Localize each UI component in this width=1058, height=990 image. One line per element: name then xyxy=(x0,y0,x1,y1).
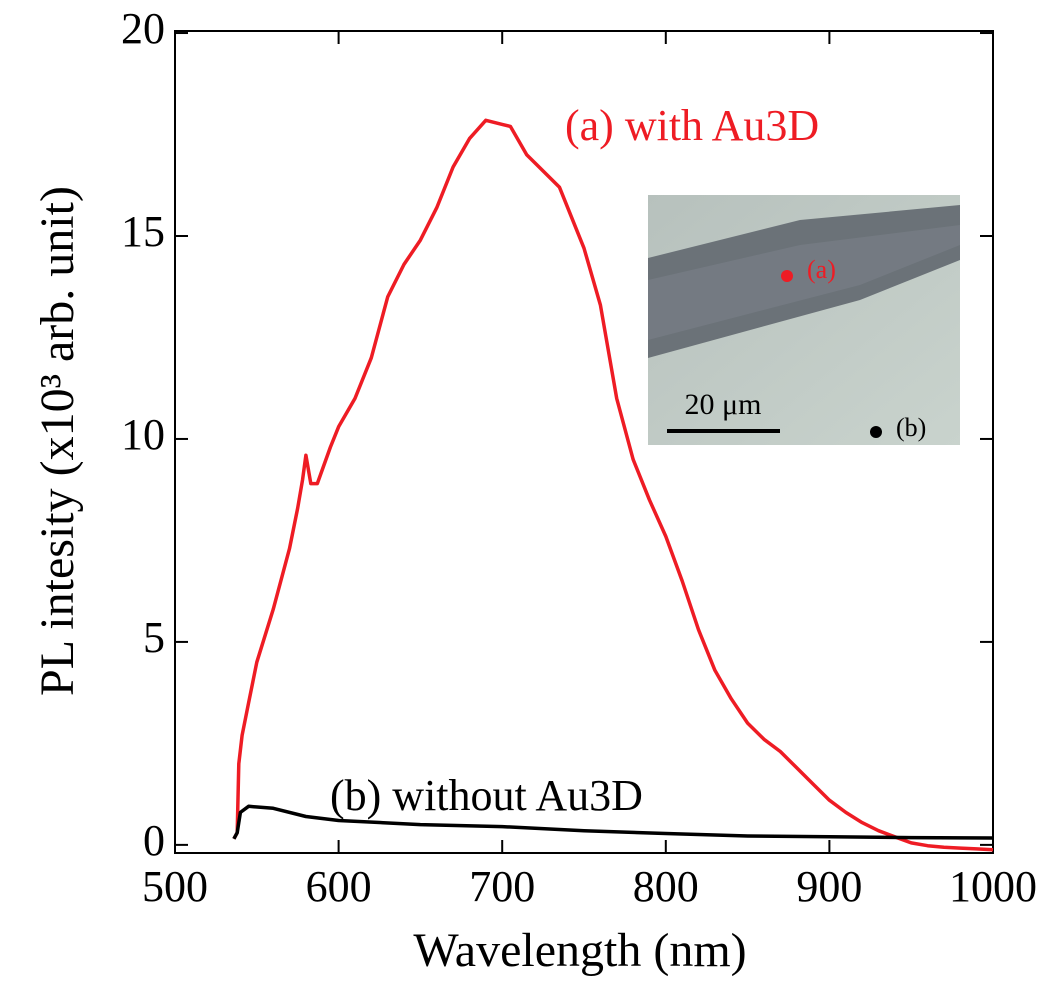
y-tick-label: 5 xyxy=(143,613,165,662)
inset-label: (b) xyxy=(896,413,926,442)
y-tick-label: 20 xyxy=(121,4,165,53)
scale-bar-label: 20 μm xyxy=(685,388,762,421)
x-axis-label: Wavelength (nm) xyxy=(413,924,746,977)
x-tick-label: 800 xyxy=(633,862,699,911)
series-label: (a) with Au3D xyxy=(565,101,819,150)
data-line xyxy=(232,118,994,852)
plot-frame xyxy=(174,30,994,854)
inset-label: (a) xyxy=(807,255,836,284)
inset-photo xyxy=(648,195,960,445)
x-tick-label: 1000 xyxy=(949,862,1037,911)
x-tick-label: 700 xyxy=(469,862,535,911)
series-label: (b) without Au3D xyxy=(330,771,643,820)
x-tick-label: 900 xyxy=(796,862,862,911)
x-tick-label: 600 xyxy=(306,862,372,911)
y-tick-label: 0 xyxy=(143,816,165,865)
y-axis-label: PL intesity (x10³ arb. unit) xyxy=(31,186,84,696)
y-tick-label: 15 xyxy=(121,207,165,256)
data-line xyxy=(232,804,994,840)
x-tick-label: 500 xyxy=(142,862,208,911)
y-tick-label: 10 xyxy=(121,410,165,459)
